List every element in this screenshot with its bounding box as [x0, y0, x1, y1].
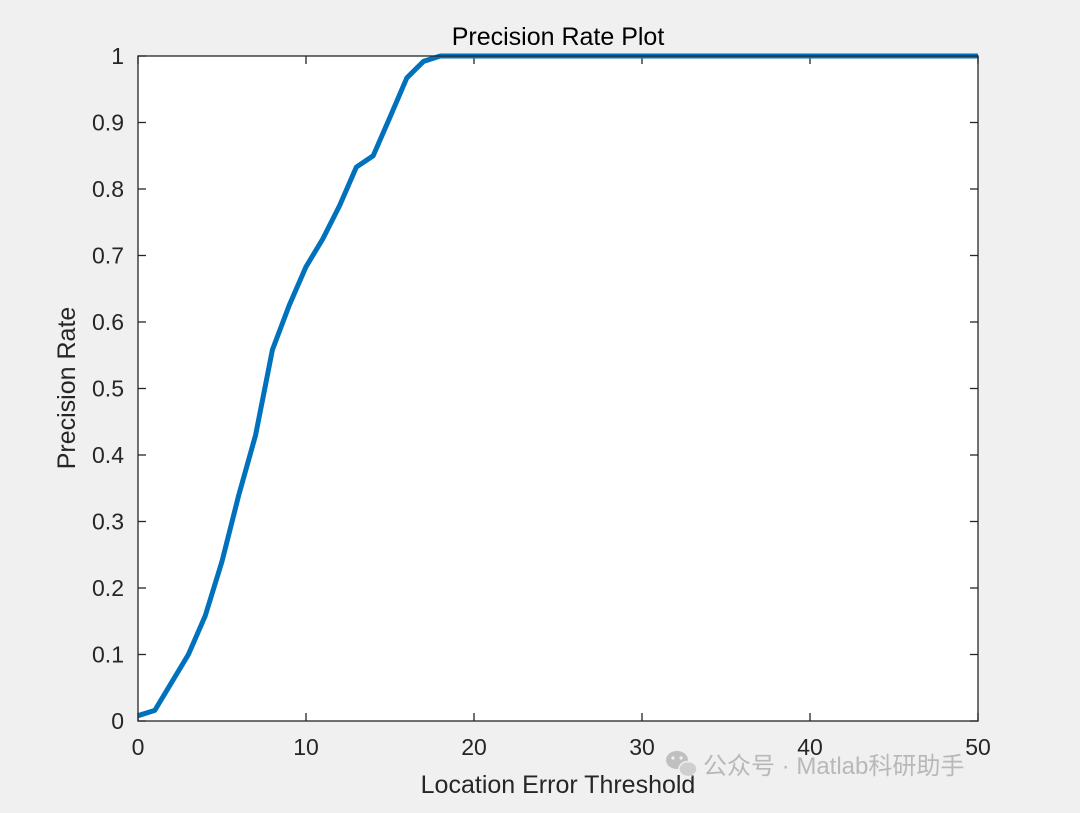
- y-tick-label: 0.6: [92, 309, 124, 335]
- x-tick-labels: 0 10 20 30 40 50: [132, 734, 991, 760]
- x-tick-label: 10: [293, 734, 319, 760]
- y-tick-label: 0.3: [92, 509, 124, 535]
- y-tick-label: 0: [111, 708, 124, 734]
- axes-box: [137, 55, 979, 722]
- y-tick-label: 0.4: [92, 442, 124, 468]
- y-tick-label: 0.9: [92, 110, 124, 136]
- x-tick-label: 50: [965, 734, 991, 760]
- y-tick-label: 0.7: [92, 243, 124, 269]
- watermark: 公众号 · Matlab科研助手: [666, 751, 964, 780]
- watermark-text: 公众号 · Matlab科研助手: [703, 753, 964, 780]
- axes-background: [138, 56, 978, 721]
- x-tick-label: 20: [461, 734, 487, 760]
- y-tick-label: 1: [111, 43, 124, 69]
- y-axis-label: Precision Rate: [53, 307, 81, 470]
- y-tick-label: 0.1: [92, 642, 124, 668]
- x-tick-label: 0: [132, 734, 145, 760]
- x-axis-label: Location Error Threshold: [421, 771, 696, 799]
- y-tick-label: 0.2: [92, 575, 124, 601]
- y-tick-label: 0.8: [92, 176, 124, 202]
- y-tick-labels: 0 0.1 0.2 0.3 0.4 0.5 0.6 0.7 0.8 0.9 1: [92, 43, 124, 734]
- x-tick-label: 40: [797, 734, 823, 760]
- wechat-icon: [666, 751, 698, 778]
- chart-title: Precision Rate Plot: [452, 23, 665, 51]
- x-tick-label: 30: [629, 734, 655, 760]
- y-tick-label: 0.5: [92, 376, 124, 402]
